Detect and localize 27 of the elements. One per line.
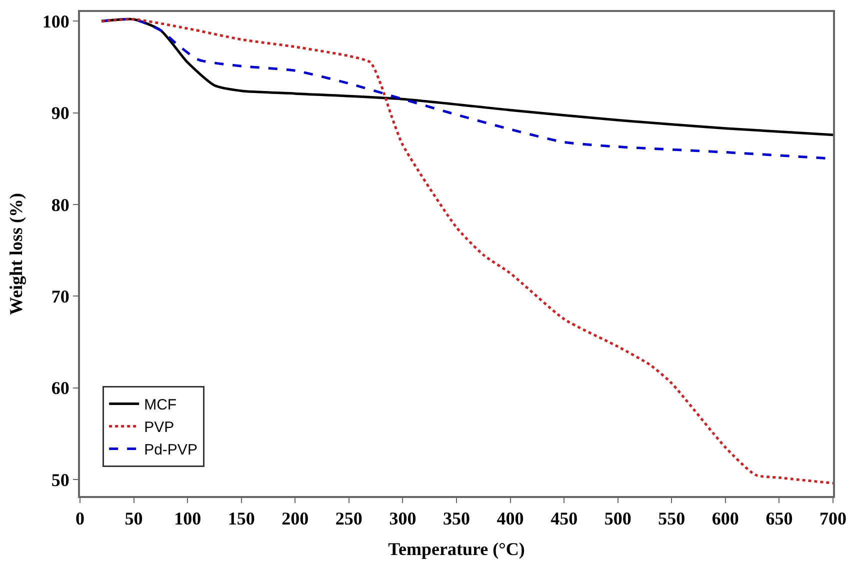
- x-tick-label: 400: [496, 508, 524, 529]
- x-tick-label: 350: [443, 508, 470, 529]
- x-tick-label: 300: [389, 508, 416, 529]
- legend-label: MCF: [144, 396, 177, 414]
- y-tick-label: 90: [51, 103, 70, 124]
- x-tick-label: 50: [124, 508, 143, 529]
- x-tick-label: 0: [76, 508, 84, 529]
- y-tick-label: 50: [51, 470, 70, 490]
- y-axis-title: Weight loss (%): [6, 192, 26, 316]
- y-tick-label: 60: [51, 378, 70, 398]
- y-tick-label: 80: [51, 194, 70, 215]
- x-tick-label: 250: [335, 508, 362, 529]
- x-axis-title: Temperature (°C): [388, 539, 525, 560]
- line-series: [100, 18, 833, 484]
- x-tick-label: 100: [174, 508, 202, 529]
- legend-label: PVP: [144, 419, 174, 436]
- y-tick-label: 70: [51, 286, 70, 306]
- x-tick-label: 200: [282, 508, 309, 529]
- x-tick-label: 500: [604, 508, 632, 529]
- x-tick-label: 700: [820, 508, 846, 529]
- x-tick-label: 150: [228, 508, 255, 529]
- y-tick-label: 100: [42, 11, 70, 32]
- x-tick-label: 650: [766, 508, 793, 529]
- x-tick-label: 600: [712, 508, 739, 529]
- legend-label: Pd-PVP: [144, 442, 198, 459]
- x-tick-label: 450: [550, 508, 578, 529]
- x-tick-label: 550: [658, 508, 686, 529]
